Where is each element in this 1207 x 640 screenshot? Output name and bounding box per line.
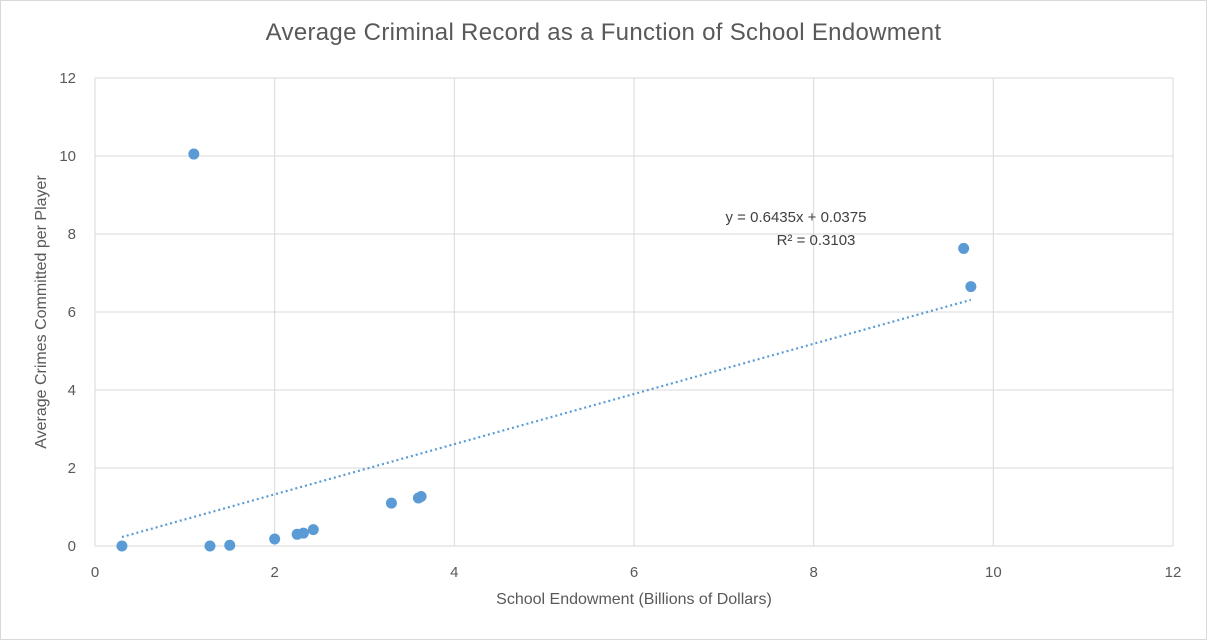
data-point xyxy=(269,533,281,545)
data-point xyxy=(958,242,970,254)
y-tick-label: 12 xyxy=(59,70,76,87)
data-point xyxy=(116,540,128,552)
y-tick-label: 4 xyxy=(68,382,76,399)
data-point xyxy=(385,497,397,509)
y-tick-label: 8 xyxy=(68,226,76,243)
y-tick-label: 2 xyxy=(68,460,76,477)
trendline xyxy=(121,298,972,539)
data-point xyxy=(965,281,977,293)
x-tick-label: 2 xyxy=(270,564,278,581)
data-point xyxy=(297,527,309,539)
gridlines xyxy=(94,77,1174,547)
x-tick-label: 4 xyxy=(450,564,458,581)
y-tick-label: 6 xyxy=(68,304,76,321)
chart-title: Average Criminal Record as a Function of… xyxy=(265,19,942,46)
data-point xyxy=(204,540,216,552)
y-tick-label: 10 xyxy=(59,148,76,165)
x-tick-label: 12 xyxy=(1165,564,1182,581)
trendline-r-squared: R² = 0.3103 xyxy=(777,232,856,249)
data-point xyxy=(188,148,200,160)
trendline-path xyxy=(121,298,972,539)
x-tick-label: 8 xyxy=(809,564,817,581)
y-tick-label: 0 xyxy=(68,538,76,555)
x-tick-label: 0 xyxy=(91,564,99,581)
trendline-equation: y = 0.6435x + 0.0375 xyxy=(726,209,867,226)
x-axis-label: School Endowment (Billions of Dollars) xyxy=(496,591,772,608)
trendline-annotation: y = 0.6435x + 0.0375 R² = 0.3103 xyxy=(726,209,867,249)
x-tick-label: 10 xyxy=(985,564,1002,581)
data-point xyxy=(224,539,236,551)
x-tick-label: 6 xyxy=(630,564,638,581)
data-point xyxy=(307,524,319,536)
data-points xyxy=(116,148,977,552)
data-point xyxy=(415,490,427,502)
tick-labels: 0 2 4 6 8 10 12 0 2 4 6 8 10 12 xyxy=(59,70,1181,581)
